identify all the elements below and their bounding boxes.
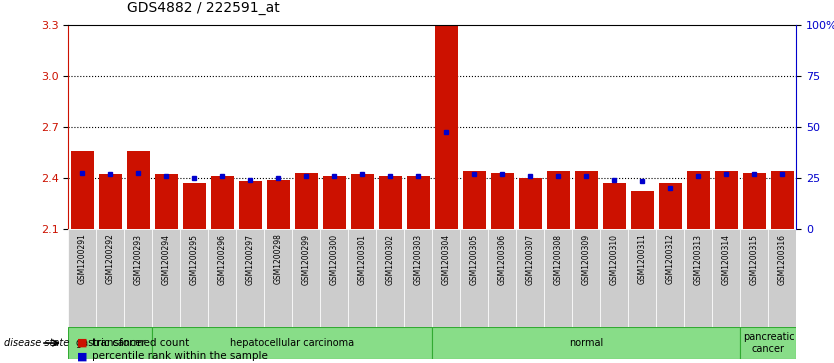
Bar xyxy=(716,171,737,229)
Bar xyxy=(324,176,345,229)
Text: GSM1200297: GSM1200297 xyxy=(246,234,255,285)
Text: GSM1200306: GSM1200306 xyxy=(498,234,507,285)
Bar xyxy=(180,229,208,327)
Text: GSM1200299: GSM1200299 xyxy=(302,234,311,285)
Text: pancreatic
cancer: pancreatic cancer xyxy=(742,332,794,354)
Bar xyxy=(572,229,600,327)
Text: GSM1200312: GSM1200312 xyxy=(666,234,675,285)
Bar xyxy=(432,327,741,359)
Bar xyxy=(155,175,178,229)
Text: GSM1200305: GSM1200305 xyxy=(470,234,479,285)
Bar xyxy=(320,229,349,327)
Bar xyxy=(547,171,570,229)
Text: percentile rank within the sample: percentile rank within the sample xyxy=(92,351,268,362)
Text: GSM1200294: GSM1200294 xyxy=(162,234,171,285)
Bar xyxy=(295,173,318,229)
Bar xyxy=(631,191,654,229)
Bar xyxy=(153,229,180,327)
Text: GSM1200310: GSM1200310 xyxy=(610,234,619,285)
Bar xyxy=(741,327,796,359)
Bar xyxy=(267,180,289,229)
Bar xyxy=(71,151,93,229)
Text: GSM1200292: GSM1200292 xyxy=(106,234,115,285)
Text: ■: ■ xyxy=(77,351,88,362)
Text: GSM1200298: GSM1200298 xyxy=(274,234,283,285)
Bar xyxy=(687,171,710,229)
Text: transformed count: transformed count xyxy=(92,338,189,348)
Bar xyxy=(516,229,545,327)
Bar xyxy=(629,229,656,327)
Bar xyxy=(97,229,124,327)
Bar xyxy=(239,181,262,229)
Bar xyxy=(741,229,768,327)
Text: GSM1200301: GSM1200301 xyxy=(358,234,367,285)
Text: GDS4882 / 222591_at: GDS4882 / 222591_at xyxy=(127,0,279,15)
Bar xyxy=(293,229,320,327)
Bar xyxy=(545,229,572,327)
Bar xyxy=(153,327,432,359)
Text: GSM1200291: GSM1200291 xyxy=(78,234,87,285)
Bar xyxy=(349,229,376,327)
Bar xyxy=(236,229,264,327)
Text: GSM1200304: GSM1200304 xyxy=(442,234,451,285)
Text: GSM1200316: GSM1200316 xyxy=(778,234,787,285)
Text: gastric cancer: gastric cancer xyxy=(76,338,145,348)
Text: hepatocellular carcinoma: hepatocellular carcinoma xyxy=(230,338,354,348)
Bar xyxy=(211,176,234,229)
Bar xyxy=(463,171,485,229)
Bar xyxy=(712,229,741,327)
Bar xyxy=(460,229,489,327)
Bar xyxy=(685,229,712,327)
Text: GSM1200311: GSM1200311 xyxy=(638,234,647,285)
Bar xyxy=(124,229,153,327)
Text: GSM1200309: GSM1200309 xyxy=(582,234,591,285)
Text: ■: ■ xyxy=(77,338,88,348)
Text: GSM1200315: GSM1200315 xyxy=(750,234,759,285)
Bar xyxy=(489,229,516,327)
Bar xyxy=(376,229,404,327)
Bar xyxy=(771,171,794,229)
Text: GSM1200300: GSM1200300 xyxy=(330,234,339,285)
Bar xyxy=(743,173,766,229)
Text: GSM1200295: GSM1200295 xyxy=(190,234,198,285)
Bar xyxy=(404,229,432,327)
Bar xyxy=(491,173,514,229)
Bar xyxy=(208,229,236,327)
Bar xyxy=(520,178,541,229)
Text: GSM1200307: GSM1200307 xyxy=(526,234,535,285)
Bar xyxy=(435,25,458,229)
Text: GSM1200313: GSM1200313 xyxy=(694,234,703,285)
Bar xyxy=(128,151,149,229)
Bar xyxy=(600,229,629,327)
Bar xyxy=(68,327,153,359)
Bar xyxy=(407,176,430,229)
Text: normal: normal xyxy=(570,338,604,348)
Text: GSM1200308: GSM1200308 xyxy=(554,234,563,285)
Bar xyxy=(68,229,97,327)
Text: GSM1200302: GSM1200302 xyxy=(386,234,395,285)
Bar xyxy=(99,175,122,229)
Bar xyxy=(768,229,796,327)
Text: GSM1200296: GSM1200296 xyxy=(218,234,227,285)
Bar xyxy=(432,229,460,327)
Bar xyxy=(656,229,685,327)
Text: GSM1200293: GSM1200293 xyxy=(134,234,143,285)
Bar xyxy=(379,176,402,229)
Bar xyxy=(183,183,206,229)
Text: GSM1200314: GSM1200314 xyxy=(722,234,731,285)
Bar xyxy=(351,175,374,229)
Text: disease state: disease state xyxy=(4,338,69,348)
Bar xyxy=(575,171,598,229)
Bar xyxy=(603,183,626,229)
Bar xyxy=(659,183,681,229)
Bar xyxy=(264,229,293,327)
Text: GSM1200303: GSM1200303 xyxy=(414,234,423,285)
